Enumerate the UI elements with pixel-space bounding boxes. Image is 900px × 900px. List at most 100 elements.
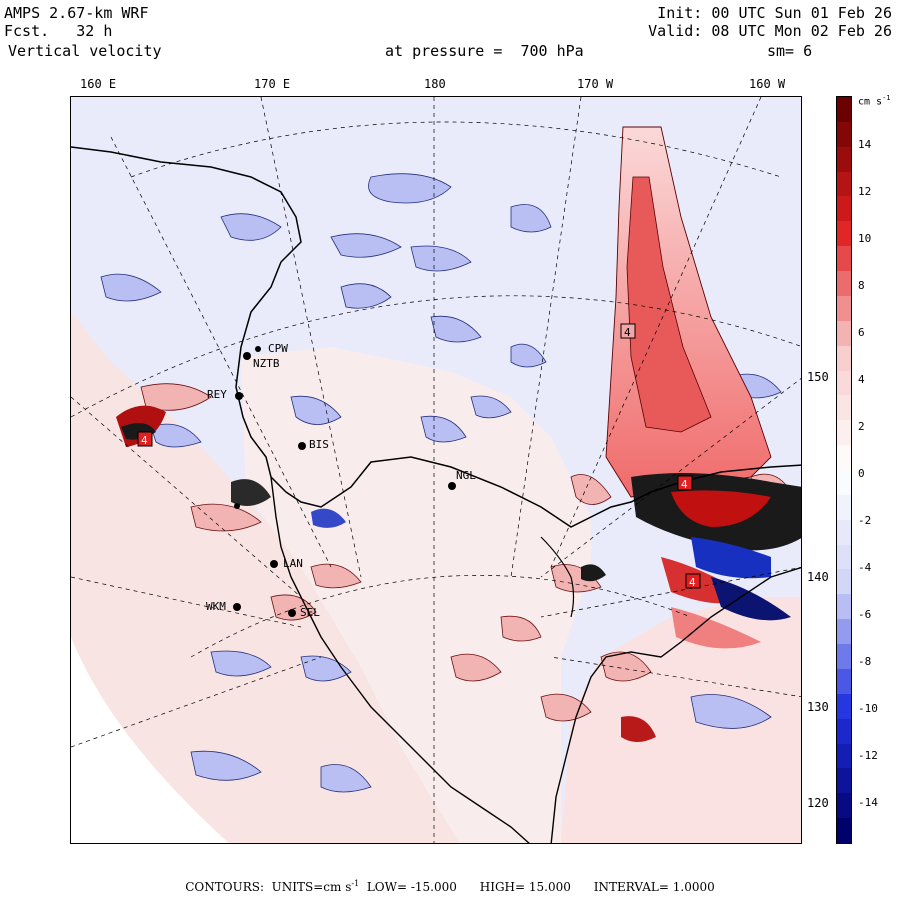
svg-text:4: 4 xyxy=(141,434,148,447)
colorbar-band xyxy=(837,569,851,595)
colorbar-band xyxy=(837,718,851,745)
coastline-inner xyxy=(540,536,575,618)
colorbar-label: 10 xyxy=(858,232,872,245)
colorbar-band xyxy=(837,146,851,173)
footer-low: LOW= -15.000 xyxy=(366,880,457,894)
svg-text:4: 4 xyxy=(681,478,688,491)
colorbar-band xyxy=(837,271,851,297)
footer-high: HIGH= 15.000 xyxy=(479,880,571,894)
colorbar-band xyxy=(837,196,851,222)
colorbar-band xyxy=(837,395,851,421)
colorbar-band xyxy=(837,470,851,496)
colorbar-band xyxy=(837,171,851,198)
colorbar-band xyxy=(837,295,851,322)
colorbar-label: -14 xyxy=(858,796,878,809)
colorbar-label: -2 xyxy=(858,514,872,527)
max-marker-3: 4 xyxy=(685,573,701,589)
colorbar-band xyxy=(837,768,851,794)
station-label-sel: SEL xyxy=(300,606,320,619)
colorbar-band xyxy=(837,121,851,148)
colorbar-band xyxy=(837,743,851,769)
pressure-level: at pressure = 700 hPa xyxy=(385,42,584,60)
max-marker-1: 4 xyxy=(620,323,636,339)
pressure-label: at pressure = xyxy=(385,42,503,60)
max-marker-4: 4 xyxy=(137,431,153,447)
colorbar-band xyxy=(837,793,851,819)
colorbar-label: -4 xyxy=(858,561,872,574)
colorbar-label: 4 xyxy=(858,373,865,386)
colorbar-band xyxy=(837,320,851,347)
fcst-label: Fcst. xyxy=(4,22,50,40)
station-label-lan: LAN xyxy=(283,557,303,570)
graticule xyxy=(71,97,801,843)
max-marker-2: 4 xyxy=(677,475,693,491)
vertical-velocity-map: 4 4 4 4 xyxy=(71,97,801,843)
colorbar-band xyxy=(837,246,851,272)
station-label-ngl: NGL xyxy=(456,469,476,482)
forecast-hour: Fcst. 32 h xyxy=(4,22,112,40)
station-label-cpw: CPW xyxy=(268,342,288,355)
colorbar-label: -10 xyxy=(858,702,878,715)
colorbar-band xyxy=(837,494,851,521)
colorbar-label: 12 xyxy=(858,185,872,198)
footer-interval: INTERVAL= 1.0000 xyxy=(593,880,715,894)
svg-text:4: 4 xyxy=(689,576,696,589)
colorbar-band xyxy=(837,644,851,670)
colorbar xyxy=(836,96,852,844)
colorbar-units-text: cm s xyxy=(858,96,883,108)
lon-label-160e: 160 E xyxy=(80,77,117,91)
station-dots xyxy=(233,346,456,617)
footer-units: UNITS=cm s xyxy=(271,880,352,894)
station-label-bis: BIS xyxy=(309,438,329,451)
lon-label-170e: 170 E xyxy=(254,77,291,91)
lat-label-150w: 150 W xyxy=(807,370,844,384)
colorbar-band xyxy=(837,668,851,695)
colorbar-band xyxy=(837,345,851,372)
colorbar-band xyxy=(837,818,851,844)
field-name: Vertical velocity xyxy=(8,42,162,60)
colorbar-label: -8 xyxy=(858,655,872,668)
colorbar-label: -6 xyxy=(858,608,872,621)
coastline-ross xyxy=(270,476,530,843)
no-data-corner xyxy=(71,637,229,843)
colorbar-band xyxy=(837,445,851,471)
station-label-rey: REY xyxy=(207,388,227,401)
pressure-value: 700 hPa xyxy=(520,42,584,60)
station-label-nztb: NZTB xyxy=(253,357,280,370)
coastline-east xyxy=(550,566,801,843)
plume-core xyxy=(626,176,712,433)
wave-couplet-left xyxy=(116,405,656,742)
colorbar-band xyxy=(837,221,851,247)
lat-label-120w: 120 W xyxy=(807,796,844,810)
lat-label-130w: 130 W xyxy=(807,700,844,714)
smoothing-value: sm= 6 xyxy=(767,42,813,60)
lon-label-180: 180 xyxy=(424,77,446,91)
colorbar-band xyxy=(837,420,851,446)
colorbar-label: -12 xyxy=(858,749,878,762)
colorbar-label: 6 xyxy=(858,326,865,339)
downdraft-patches xyxy=(100,173,782,793)
ice-shelf-area xyxy=(241,347,591,843)
colorbar-label: 0 xyxy=(858,467,865,480)
coastline xyxy=(71,146,801,528)
colorbar-label: 8 xyxy=(858,279,865,292)
map-panel[interactable]: 4 4 4 4 xyxy=(70,96,802,844)
svg-text:4: 4 xyxy=(624,326,631,339)
wave-couplet-right xyxy=(631,473,801,649)
contour-footer: CONTOURS: UNITS=cm s-1 LOW= -15.000 HIGH… xyxy=(0,879,900,894)
colorbar-label: 2 xyxy=(858,420,865,433)
station-label-wkm: WKM xyxy=(206,600,226,613)
colorbar-band xyxy=(837,619,851,645)
colorbar-band xyxy=(837,693,851,720)
colorbar-units-exp: -1 xyxy=(882,94,891,102)
footer-contours: CONTOURS: xyxy=(185,880,265,894)
lat-label-140w: 140 W xyxy=(807,570,844,584)
colorbar-label: 14 xyxy=(858,138,872,151)
model-title: AMPS 2.67-km WRF xyxy=(4,4,149,22)
footer-units-exp: -1 xyxy=(351,879,360,888)
colorbar-band xyxy=(837,594,851,620)
valid-time: Valid: 08 UTC Mon 02 Feb 26 xyxy=(648,22,892,40)
lon-label-160w: 160 W xyxy=(749,77,786,91)
updraft-patches xyxy=(140,383,792,722)
lon-label-170w: 170 W xyxy=(577,77,614,91)
